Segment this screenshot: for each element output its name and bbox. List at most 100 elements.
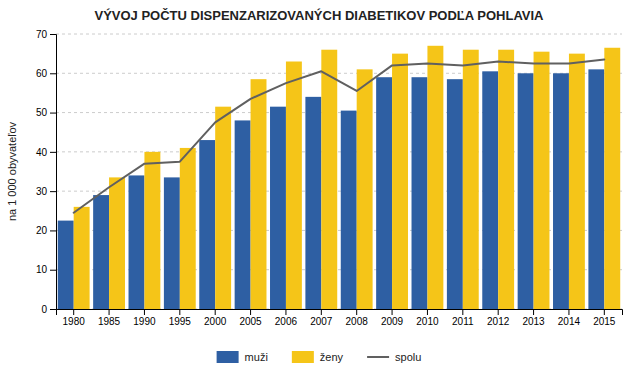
y-axis-line — [50, 35, 57, 310]
bar — [376, 77, 392, 309]
legend-label: muži — [245, 351, 268, 363]
bar — [270, 107, 286, 309]
y-tick-label: 50 — [36, 107, 48, 118]
x-tick-label: 1990 — [133, 316, 156, 327]
y-tick-label: 70 — [36, 29, 48, 40]
bar — [604, 48, 620, 309]
bar — [144, 152, 160, 309]
bar — [109, 177, 125, 309]
x-tick-mark — [73, 309, 74, 315]
y-tick-label: 40 — [36, 147, 48, 158]
y-tick: 0 — [41, 304, 56, 315]
bar — [482, 71, 498, 309]
x-tick-mark — [498, 309, 499, 315]
y-tick-label: 30 — [36, 186, 48, 197]
x-tick-label: 2014 — [558, 316, 581, 327]
x-tick-label: 2008 — [346, 316, 369, 327]
bar — [569, 54, 585, 309]
bar — [357, 69, 373, 309]
x-tick: 2006 — [275, 309, 298, 327]
bar — [412, 77, 428, 309]
grid — [56, 34, 622, 309]
x-tick: 2011 — [452, 309, 474, 327]
legend-swatch — [367, 356, 389, 358]
y-axis-title: na 1 000 obyvateľov — [6, 121, 18, 221]
x-tick-label: 1980 — [63, 316, 86, 327]
x-tick: 2012 — [487, 309, 510, 327]
bar — [251, 79, 267, 309]
x-tick: 2013 — [522, 309, 545, 327]
y-tick: 20 — [36, 225, 56, 236]
y-tick-mark — [50, 309, 56, 310]
x-tick-mark — [356, 309, 357, 315]
y-tick-mark — [50, 73, 56, 74]
bar — [199, 140, 215, 309]
x-tick-label: 2009 — [381, 316, 404, 327]
x-tick-label: 1995 — [169, 316, 192, 327]
y-axis: 0 10 20 30 40 50 60 70 — [36, 29, 57, 315]
bar — [93, 195, 109, 309]
bar — [463, 50, 479, 309]
bar-series — [74, 46, 621, 309]
x-tick: 2005 — [239, 309, 262, 327]
x-tick-label: 1985 — [98, 316, 121, 327]
x-tick-label: 2012 — [487, 316, 510, 327]
x-tick: 2000 — [204, 309, 227, 327]
x-tick-label: 2013 — [522, 316, 545, 327]
chart: VÝVOJ POČTU DISPENZARIZOVANÝCH DIABETIKO… — [0, 0, 638, 373]
bar — [427, 46, 443, 309]
y-tick-label: 0 — [41, 304, 47, 315]
x-tick-label: 2007 — [310, 316, 333, 327]
marks — [58, 46, 620, 309]
bar — [215, 107, 231, 309]
y-tick-mark — [50, 230, 56, 231]
x-tick: 1990 — [133, 309, 156, 327]
x-tick: 2008 — [346, 309, 369, 327]
bar — [553, 73, 569, 309]
x-tick: 2009 — [381, 309, 404, 327]
bar — [305, 97, 321, 309]
line — [74, 60, 605, 213]
y-tick-label: 20 — [36, 225, 48, 236]
y-tick-mark — [50, 113, 56, 114]
legend-swatch — [217, 351, 239, 363]
x-tick-mark — [392, 309, 393, 315]
y-tick: 30 — [36, 186, 56, 197]
title: VÝVOJ POČTU DISPENZARIZOVANÝCH DIABETIKO… — [94, 8, 544, 23]
x-tick-label: 2000 — [204, 316, 227, 327]
x-tick-mark — [250, 309, 251, 315]
bar — [392, 54, 408, 309]
y-tick-mark — [50, 34, 56, 35]
bar — [129, 175, 145, 309]
x-tick: 1995 — [169, 309, 192, 327]
bar — [321, 50, 337, 309]
bar — [286, 62, 302, 310]
bar — [534, 52, 550, 309]
y-tick: 70 — [36, 29, 56, 40]
x-tick-mark — [427, 309, 428, 315]
y-tick: 60 — [36, 68, 56, 79]
bar — [498, 50, 514, 309]
bar — [341, 111, 357, 309]
x-tick-label: 2006 — [275, 316, 298, 327]
x-tick-mark — [144, 309, 145, 315]
x-tick-label: 2010 — [416, 316, 439, 327]
x-tick-mark — [533, 309, 534, 315]
x-axis: 1980 1985 1990 1995 2000 2005 2006 2007 2008 2009… — [57, 309, 623, 327]
bar — [74, 207, 90, 309]
x-tick-mark — [179, 309, 180, 315]
bar — [588, 69, 604, 309]
legend-swatch — [292, 351, 314, 363]
x-tick-mark — [109, 309, 110, 315]
legend-item: spolu — [367, 351, 421, 363]
bar — [58, 221, 74, 309]
x-tick: 2015 — [593, 309, 616, 327]
x-tick-mark — [462, 309, 463, 315]
y-tick: 40 — [36, 147, 56, 158]
y-tick-label: 10 — [36, 264, 48, 275]
y-tick: 10 — [36, 264, 56, 275]
x-tick-mark — [321, 309, 322, 315]
x-tick-mark — [568, 309, 569, 315]
legend: mužiženyspolu — [217, 351, 422, 363]
x-tick-label: 2011 — [452, 316, 474, 327]
